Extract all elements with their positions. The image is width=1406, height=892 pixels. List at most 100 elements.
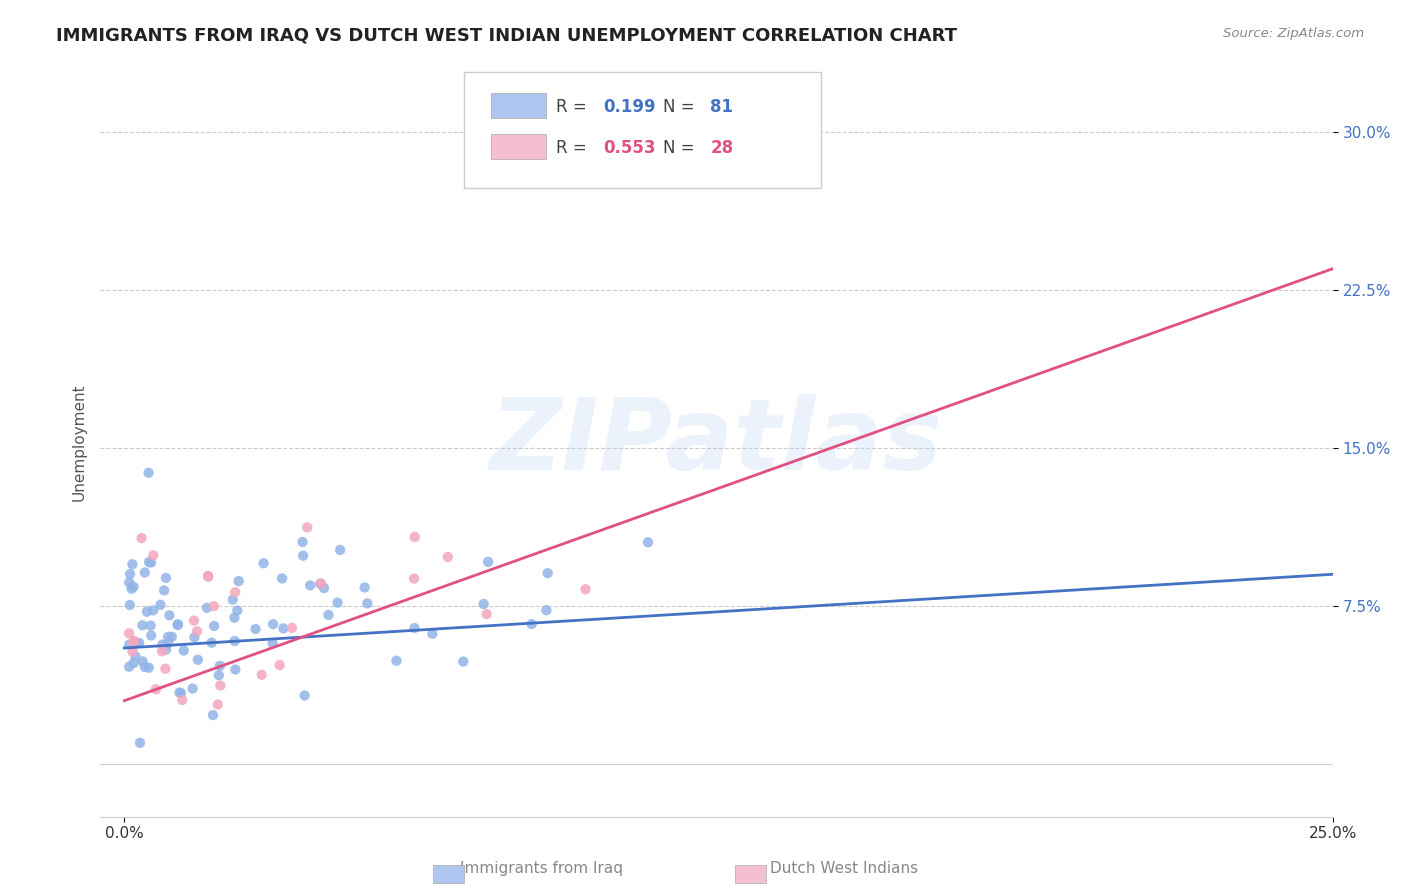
Point xyxy=(118,638,141,652)
Point xyxy=(269,658,291,673)
Point xyxy=(312,581,335,595)
Text: Source: ZipAtlas.com: Source: ZipAtlas.com xyxy=(1223,27,1364,40)
Point xyxy=(142,603,165,617)
Text: 28: 28 xyxy=(710,139,734,157)
Text: R =: R = xyxy=(557,139,592,157)
Point xyxy=(208,658,231,673)
Point xyxy=(385,654,408,668)
FancyBboxPatch shape xyxy=(491,135,547,159)
Point xyxy=(208,668,231,682)
Point xyxy=(122,656,145,670)
Point xyxy=(169,685,191,699)
Point xyxy=(125,636,148,650)
Point xyxy=(422,627,444,641)
Point xyxy=(202,619,225,633)
Point xyxy=(118,598,141,612)
Point xyxy=(155,642,177,657)
Point xyxy=(170,686,193,700)
Point xyxy=(404,530,426,544)
Point xyxy=(356,596,378,610)
Point xyxy=(138,466,160,480)
Point xyxy=(404,572,426,586)
Point xyxy=(122,580,145,594)
Point xyxy=(121,644,143,658)
Point xyxy=(138,555,160,569)
Text: R =: R = xyxy=(557,97,592,116)
Point xyxy=(139,556,162,570)
Point xyxy=(262,617,284,632)
Point xyxy=(250,668,273,682)
Point xyxy=(202,708,225,723)
Point xyxy=(118,626,141,640)
Point xyxy=(139,618,162,632)
Point xyxy=(160,630,183,644)
Point xyxy=(128,636,150,650)
Point xyxy=(453,655,475,669)
Point xyxy=(436,549,458,564)
Point xyxy=(152,638,174,652)
FancyBboxPatch shape xyxy=(491,93,547,118)
Point xyxy=(292,549,315,563)
Text: IMMIGRANTS FROM IRAQ VS DUTCH WEST INDIAN UNEMPLOYMENT CORRELATION CHART: IMMIGRANTS FROM IRAQ VS DUTCH WEST INDIA… xyxy=(56,27,957,45)
Point xyxy=(157,630,180,644)
Point xyxy=(309,576,332,591)
Point xyxy=(309,576,332,591)
Point xyxy=(297,520,319,534)
Point xyxy=(173,643,195,657)
Point xyxy=(186,624,208,639)
Point xyxy=(145,682,167,697)
Text: 0.553: 0.553 xyxy=(603,139,655,157)
Point xyxy=(224,610,246,624)
Point xyxy=(472,597,495,611)
Point xyxy=(134,566,156,580)
Point xyxy=(574,582,596,597)
Point xyxy=(224,585,246,599)
Point xyxy=(131,654,153,668)
Point xyxy=(291,535,314,549)
Point xyxy=(207,698,229,712)
Point xyxy=(353,581,375,595)
Text: Dutch West Indians: Dutch West Indians xyxy=(769,861,918,876)
Point xyxy=(134,660,156,674)
Point xyxy=(135,605,157,619)
Point xyxy=(153,583,176,598)
Point xyxy=(138,661,160,675)
Text: 0.199: 0.199 xyxy=(603,97,655,116)
Point xyxy=(131,531,153,545)
Point xyxy=(131,618,153,632)
Point xyxy=(195,600,218,615)
Point xyxy=(197,569,219,583)
Point xyxy=(637,535,659,549)
Point xyxy=(226,603,249,617)
Point xyxy=(536,603,558,617)
Point xyxy=(129,736,152,750)
Point xyxy=(121,558,143,572)
Point xyxy=(537,566,560,581)
Point xyxy=(228,574,250,588)
Point xyxy=(477,555,499,569)
Point xyxy=(329,543,352,558)
Point xyxy=(224,634,246,648)
Point xyxy=(122,633,145,648)
Point xyxy=(224,663,246,677)
Point xyxy=(181,681,204,696)
Text: Immigrants from Iraq: Immigrants from Iraq xyxy=(460,861,623,876)
Text: N =: N = xyxy=(664,139,700,157)
Point xyxy=(122,635,145,649)
Point xyxy=(141,628,163,642)
Point xyxy=(299,578,322,592)
Point xyxy=(326,596,349,610)
Text: N =: N = xyxy=(664,97,700,116)
Point xyxy=(202,599,225,614)
Point xyxy=(271,571,294,585)
Point xyxy=(197,570,219,584)
Point xyxy=(404,621,426,635)
Point xyxy=(150,644,173,658)
Point xyxy=(187,653,209,667)
Point xyxy=(209,678,232,692)
Point xyxy=(118,567,141,582)
Point xyxy=(200,636,222,650)
Point xyxy=(118,659,141,673)
Point xyxy=(167,617,190,632)
Point xyxy=(124,649,146,664)
